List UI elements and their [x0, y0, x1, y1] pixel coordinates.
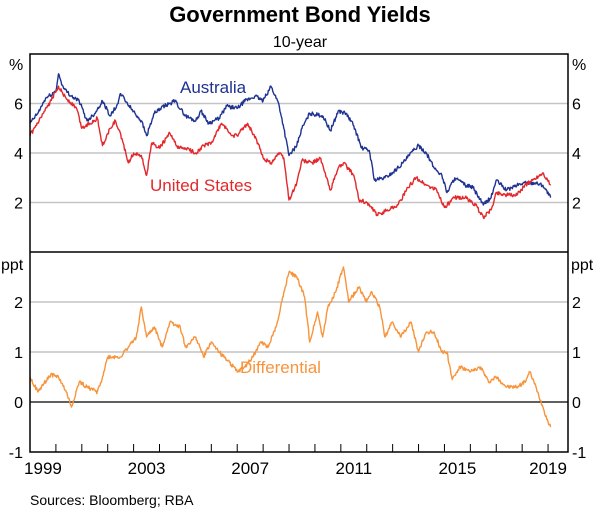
unit-right-top: %: [572, 57, 586, 74]
y-tick-label-right: 0: [572, 395, 581, 412]
y-tick-label-right: 2: [572, 295, 581, 312]
source-note: Sources: Bloomberg; RBA: [30, 492, 194, 508]
series-lines: [29, 73, 552, 428]
x-tick-label: 2011: [336, 459, 373, 478]
unit-left-top: %: [9, 57, 23, 74]
y-tick-label-right: 1: [572, 345, 581, 362]
y-tick-label-left: -1: [9, 445, 23, 462]
y-tick-label-left: 2: [14, 196, 23, 213]
y-tick-label-left: 4: [14, 146, 23, 163]
x-tick-label: 2007: [231, 459, 269, 478]
chart-title: Government Bond Yields: [169, 2, 431, 27]
y-tick-label-left: 6: [14, 97, 23, 114]
series-line-differential: [29, 266, 552, 428]
x-tick-label: 1999: [24, 459, 62, 478]
y-tick-label-right: 6: [572, 97, 581, 114]
label-australia: Australia: [180, 78, 247, 97]
series-line-united_states: [29, 85, 552, 220]
label-united-states: United States: [150, 176, 252, 195]
plot-frame: [29, 53, 569, 453]
y-tick-label-left: 0: [14, 395, 23, 412]
gridlines: [30, 102, 568, 403]
label-differential: Differential: [240, 358, 321, 377]
y-tick-label-right: 2: [572, 196, 581, 213]
x-tick-label: 2015: [438, 459, 476, 478]
series-line-australia: [29, 73, 552, 206]
chart-subtitle: 10-year: [273, 34, 328, 51]
y-tick-label-right: 4: [572, 146, 581, 163]
unit-right-bottom: ppt: [571, 257, 594, 274]
unit-left-bottom: ppt: [1, 257, 24, 274]
x-tick-label: 2019: [529, 459, 567, 478]
y-tick-label-right: -1: [572, 445, 586, 462]
axes: 2 2 4 4 6 6 -1 -1 0 0 1 1 2 2 1999 2003 2007 2011 2015 2019: [9, 53, 586, 478]
x-tick-label: 2003: [128, 459, 166, 478]
y-tick-label-left: 1: [14, 345, 23, 362]
y-tick-label-left: 2: [14, 295, 23, 312]
